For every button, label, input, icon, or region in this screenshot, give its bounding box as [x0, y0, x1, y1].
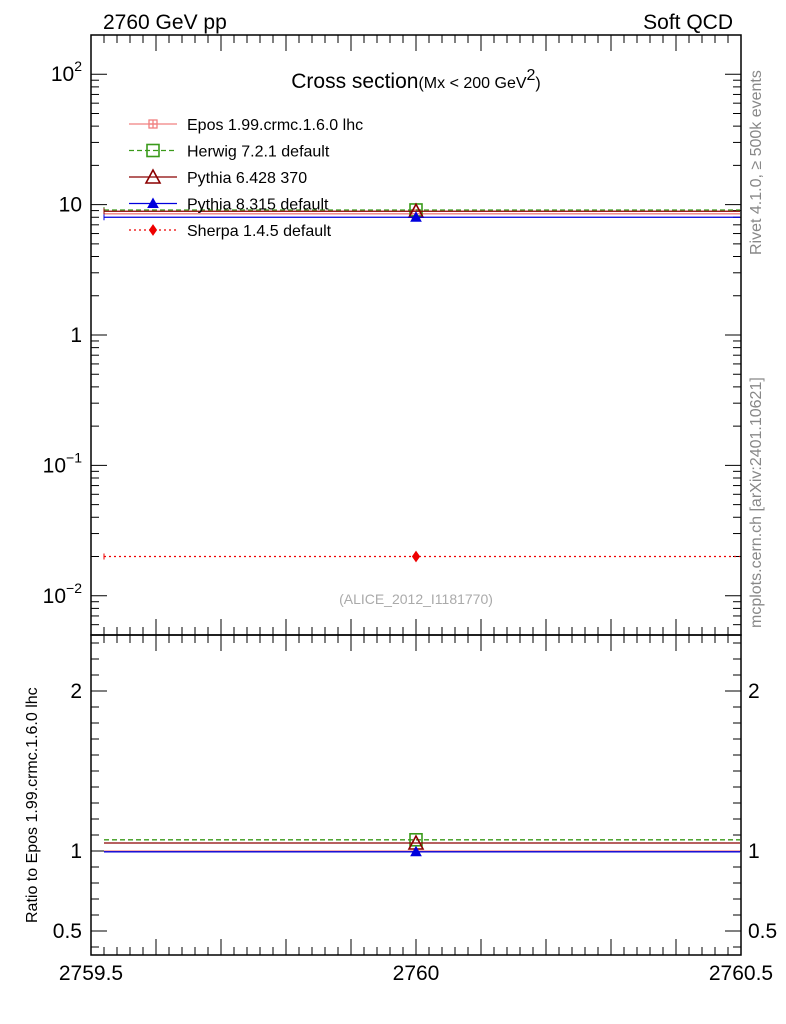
series-pythia8: [103, 211, 740, 222]
tick-base: 10: [43, 454, 66, 477]
main-y-tick-label: 10: [59, 194, 82, 217]
legend-item-sherpa: Sherpa 1.4.5 default: [129, 223, 332, 240]
analysis-watermark: (ALICE_2012_I1181770): [339, 591, 493, 607]
marker-filled-triangle: [410, 845, 422, 857]
chart-title: Cross section(Mx < 200 GeV2): [291, 67, 541, 93]
tick-exp: −2: [66, 580, 82, 596]
ratio-y-tick-label-left: 0.5: [53, 920, 82, 943]
main-series-group: [103, 202, 740, 563]
x-tick-label: 2760: [393, 962, 440, 985]
ratio-series-pythia8: [104, 845, 740, 857]
legend-item-herwig: Herwig 7.2.1 default: [129, 144, 330, 161]
legend: Epos 1.99.crmc.1.6.0 lhc Herwig 7.2.1 def…: [129, 117, 363, 240]
x-tick-label: 2760.5: [709, 962, 773, 985]
ratio-y-tick-label-right: 1: [748, 840, 760, 863]
header-left: 2760 GeV pp: [103, 11, 227, 34]
ratio-plot-ticks: [90, 635, 742, 955]
legend-label: Pythia 8.315 default: [187, 197, 329, 214]
legend-label: Pythia 6.428 370: [187, 170, 307, 187]
marker-filled-diamond: [411, 550, 421, 563]
header-right: Soft QCD: [643, 11, 733, 34]
main-y-tick-label: 1: [70, 324, 82, 347]
ratio-y-tick-label-right: 2: [748, 680, 760, 703]
main-y-tick-label: 10−1: [43, 449, 83, 477]
legend-label: Epos 1.99.crmc.1.6.0 lhc: [187, 117, 363, 134]
x-tick-labels: 2759.5 2760 2760.5: [59, 962, 773, 985]
mcplots-label: mcplots.cern.ch [arXiv:2401.10621]: [748, 377, 765, 628]
marker-open-triangle: [144, 168, 162, 184]
legend-item-pythia6: Pythia 6.428 370: [129, 168, 307, 187]
tick-base: 10: [51, 63, 74, 86]
legend-item-pythia8: Pythia 8.315 default: [129, 197, 329, 214]
ratio-series-herwig: [104, 832, 740, 847]
main-plot-ticks: [90, 34, 742, 636]
marker-filled-diamond: [148, 224, 158, 236]
x-tick-label: 2759.5: [59, 962, 123, 985]
chart-title-main: Cross section: [291, 70, 418, 93]
series-sherpa: [103, 550, 740, 563]
marker-open-square: [146, 143, 160, 158]
ratio-plot-axes: [90, 634, 742, 956]
marker-filled-triangle: [147, 197, 159, 208]
tick-exp: 2: [74, 58, 82, 74]
ratio-y-axis-label: Ratio to Epos 1.99.crmc.1.6.0 lhc: [24, 687, 41, 923]
tick-exp: −1: [66, 449, 82, 465]
main-y-tick-label: 10−2: [43, 580, 83, 608]
tick-base: 10: [43, 585, 66, 608]
main-y-tick-label: 102: [51, 58, 82, 86]
chart-title-close: ): [535, 75, 540, 92]
ratio-y-tick-label-left: 1: [70, 840, 82, 863]
legend-label: Sherpa 1.4.5 default: [187, 223, 332, 240]
ratio-y-tick-label-left: 2: [70, 680, 82, 703]
ratio-plot-frame: [90, 634, 742, 956]
marker-filled-triangle: [410, 211, 422, 222]
ratio-series-group: [104, 832, 740, 857]
chart-title-suffix: (Mx < 200 GeV: [418, 75, 526, 92]
legend-item-epos: Epos 1.99.crmc.1.6.0 lhc: [129, 117, 363, 134]
ratio-y-tick-label-right: 0.5: [748, 920, 777, 943]
legend-label: Herwig 7.2.1 default: [187, 144, 330, 161]
chart-title-sup: 2: [527, 67, 536, 84]
ratio-y-tick-labels: 0.5 0.5 1 1 2 2: [53, 680, 777, 943]
rivet-label: Rivet 4.1.0, ≥ 500k events: [748, 70, 765, 255]
